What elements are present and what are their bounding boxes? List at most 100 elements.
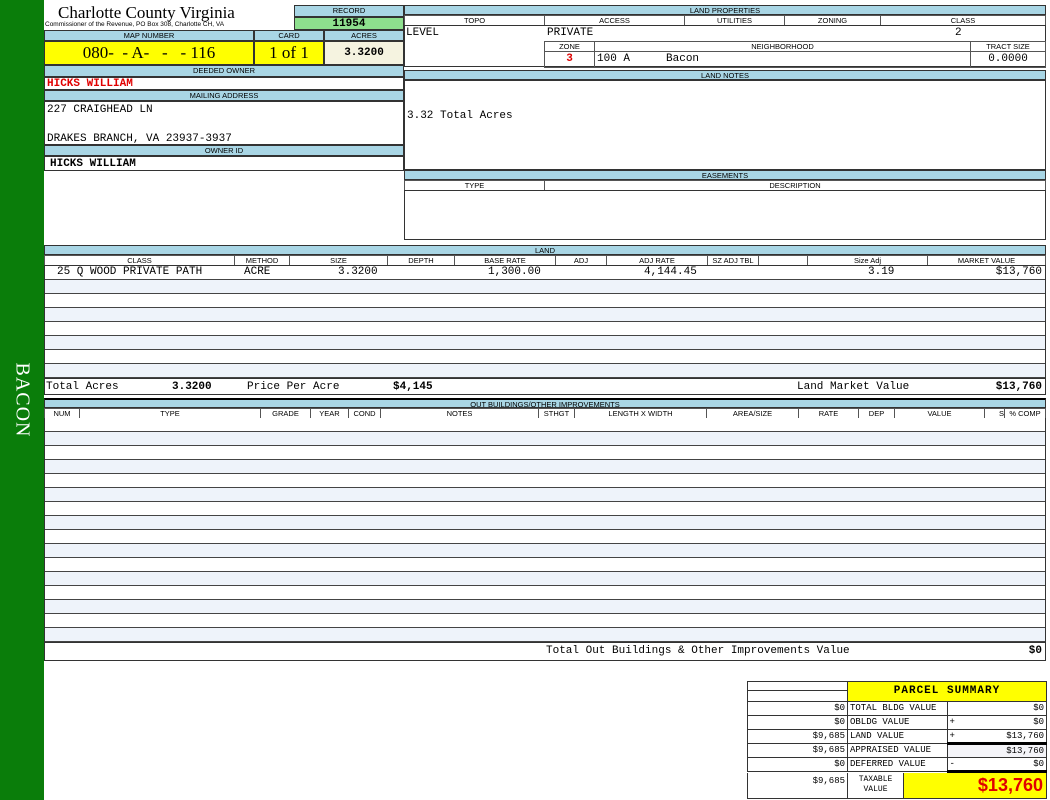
land-col-market-value: MARKET VALUE xyxy=(927,255,1046,266)
easements-body xyxy=(404,190,1046,240)
outbuildings-total-label: Total Out Buildings & Other Improvements… xyxy=(546,645,850,657)
price-per-acre-label: Price Per Acre xyxy=(247,381,340,393)
deferred-value: $0 xyxy=(1033,758,1044,769)
taxable-value: $13,760 xyxy=(904,773,1046,798)
obldg-value-cell: + $0 xyxy=(946,715,1047,730)
acres-value: 3.3200 xyxy=(324,41,404,65)
easement-type-label: TYPE xyxy=(404,180,545,191)
ob-col-length-width: LENGTH X WIDTH xyxy=(574,408,707,419)
ob-col-percent-comp: % COMP xyxy=(1004,408,1046,419)
utilities-label: UTILITIES xyxy=(684,15,785,26)
county-title: Charlotte County Virginia xyxy=(58,3,235,22)
ob-col-year: YEAR xyxy=(310,408,349,419)
address-line-1: 227 CRAIGHEAD LN xyxy=(47,104,153,116)
land-col-blank xyxy=(758,255,808,266)
record-number: 11954 xyxy=(294,17,404,30)
outbuildings-label: OUT BUILDINGS/OTHER IMPROVEMENTS xyxy=(44,398,1046,409)
prior-appraised-value: $9,685 xyxy=(747,743,848,758)
land-col-sz-adj-tbl: SZ ADJ TBL xyxy=(707,255,759,266)
parcel-summary-title: PARCEL SUMMARY xyxy=(847,681,1047,702)
card-label: CARD xyxy=(254,30,324,41)
mailing-address-label: MAILING ADDRESS xyxy=(44,90,404,101)
land-col-depth: DEPTH xyxy=(387,255,455,266)
land-notes-label: LAND NOTES xyxy=(404,70,1046,80)
ob-col-rate: RATE xyxy=(798,408,859,419)
land-value-label: LAND VALUE xyxy=(847,729,948,744)
neighborhood-code: 100 A xyxy=(597,53,631,65)
land-col-base-rate: BASE RATE xyxy=(454,255,556,266)
total-acres-label: Total Acres xyxy=(46,381,119,393)
land-label: LAND xyxy=(44,245,1046,255)
prior-taxable-value: $9,685 xyxy=(748,773,848,798)
neighborhood-value: 100 A Bacon xyxy=(594,51,971,68)
ob-col-type: TYPE xyxy=(79,408,261,419)
land-totals: Total Acres 3.3200 Price Per Acre $4,145… xyxy=(45,378,1045,395)
neighborhood-sidebar: BACON xyxy=(0,0,44,800)
office-address: Commissioner of the Revenue, PO Box 308,… xyxy=(45,21,225,28)
prior-bldg-value: $0 xyxy=(747,701,848,716)
tract-size-label: TRACT SIZE xyxy=(970,41,1046,52)
card-number: 1 of 1 xyxy=(254,41,324,65)
appraised-value: $13,760 xyxy=(946,743,1047,758)
zone-label: ZONE xyxy=(544,41,595,52)
land-col-adj-rate: ADJ RATE xyxy=(606,255,708,266)
map-number: 080- - A- - - 116 xyxy=(44,41,254,65)
outbuildings-total: $0 xyxy=(1028,645,1042,657)
acres-label: ACRES xyxy=(324,30,404,41)
bldg-value-label: TOTAL BLDG VALUE xyxy=(847,701,948,716)
class-label: CLASS xyxy=(880,15,1046,26)
easements-label: EASEMENTS xyxy=(404,170,1046,180)
plus-sign: + xyxy=(949,730,955,741)
deferred-value-label: DEFERRED VALUE xyxy=(847,757,948,772)
land-method: ACRE xyxy=(244,266,271,278)
taxable-value-label: TAXABLE VALUE xyxy=(848,773,904,798)
outbuildings-rows xyxy=(44,418,1046,642)
easement-description-label: DESCRIPTION xyxy=(544,180,1046,191)
land-value-cell: + $13,760 xyxy=(946,729,1047,745)
ob-col-grade: GRADE xyxy=(260,408,311,419)
ob-col-sthgt: STHGT xyxy=(538,408,575,419)
ob-col-area-size: AREA/SIZE xyxy=(706,408,799,419)
ob-col-notes: NOTES xyxy=(380,408,539,419)
land-size-adj: 3.19 xyxy=(868,266,895,278)
ob-col-cond: COND xyxy=(348,408,381,419)
bldg-value: $0 xyxy=(946,701,1047,716)
land-col-size-adj: Size Adj xyxy=(807,255,928,266)
land-market-value-total: $13,760 xyxy=(995,381,1042,393)
appraised-value-label: APPRAISED VALUE xyxy=(847,743,948,758)
land-table: 25 Q WOOD PRIVATE PATH ACRE 3.3200 1,300… xyxy=(44,265,1046,395)
obldg-value: $0 xyxy=(1033,717,1044,727)
neighborhood-label: NEIGHBORHOOD xyxy=(594,41,971,52)
ob-col-s: S xyxy=(984,408,1005,419)
ob-col-dep: DEP xyxy=(858,408,895,419)
zone-value: 3 xyxy=(544,51,595,68)
land-base-rate: 1,300.00 xyxy=(488,266,541,278)
land-col-adj: ADJ xyxy=(555,255,607,266)
zoning-label: ZONING xyxy=(784,15,881,26)
deeded-owner-label: DEEDED OWNER xyxy=(44,65,404,77)
plus-sign: + xyxy=(949,717,955,727)
minus-sign: - xyxy=(949,758,955,769)
deeded-owner: HICKS WILLIAM xyxy=(44,77,404,90)
access-value: PRIVATE xyxy=(547,27,594,39)
land-col-method: METHOD xyxy=(234,255,290,266)
land-row: 25 Q WOOD PRIVATE PATH ACRE 3.3200 1,300… xyxy=(45,266,1045,280)
prior-land-value: $9,685 xyxy=(747,729,848,744)
land-size: 3.3200 xyxy=(338,266,378,278)
address-line-2: DRAKES BRANCH, VA 23937-3937 xyxy=(47,133,232,145)
prior-obldg-value: $0 xyxy=(747,715,848,730)
mailing-address: 227 CRAIGHEAD LN DRAKES BRANCH, VA 23937… xyxy=(44,101,404,145)
ob-col-num: NUM xyxy=(44,408,80,419)
land-notes-text: 3.32 Total Acres xyxy=(404,80,1046,170)
access-label: ACCESS xyxy=(544,15,685,26)
tract-size-value: 0.0000 xyxy=(970,51,1046,68)
parcel-summary: PARCEL SUMMARY $0 TOTAL BLDG VALUE $0 $0 OB… xyxy=(747,681,1047,799)
class-value: 2 xyxy=(955,27,962,39)
map-number-label: MAP NUMBER xyxy=(44,30,254,41)
obldg-value-label: OBLDG VALUE xyxy=(847,715,948,730)
deferred-value-cell: - $0 xyxy=(946,757,1047,773)
neighborhood-name: Bacon xyxy=(666,53,700,65)
land-col-size: SIZE xyxy=(289,255,388,266)
land-properties-label: LAND PROPERTIES xyxy=(404,5,1046,15)
land-class: 25 Q WOOD PRIVATE PATH xyxy=(57,266,203,278)
